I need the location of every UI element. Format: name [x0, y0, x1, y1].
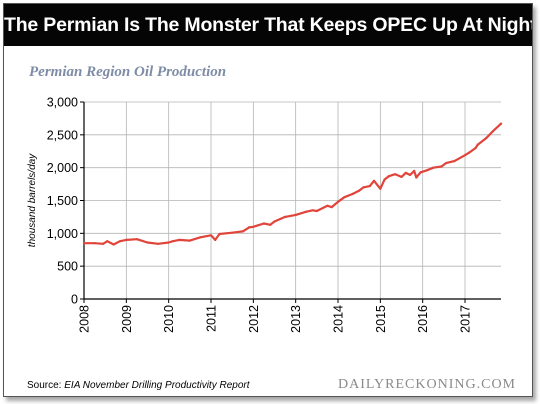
data-point	[167, 241, 170, 244]
data-point	[315, 209, 318, 213]
x-tick-label: 2012	[247, 305, 261, 333]
data-point	[214, 238, 217, 241]
data-point	[499, 122, 503, 125]
data-point	[102, 242, 105, 245]
data-point	[82, 242, 86, 245]
production-line	[82, 122, 503, 246]
data-point	[413, 169, 416, 172]
chart-title: Permian Region Oil Production	[29, 64, 227, 80]
x-tick-label: 2010	[162, 305, 176, 333]
data-point	[432, 166, 435, 169]
data-point	[468, 151, 471, 154]
data-point	[444, 162, 448, 165]
y-axis-label: thousand barrels/day	[27, 153, 38, 247]
data-point	[171, 240, 174, 243]
data-point	[218, 232, 221, 236]
y-tick-label: 2,000	[47, 161, 78, 175]
data-point	[146, 241, 149, 244]
data-point	[93, 242, 96, 245]
x-tick-label: 2008	[78, 305, 92, 333]
data-point	[336, 200, 340, 203]
data-point	[425, 169, 428, 172]
data-point	[485, 137, 488, 140]
data-point	[231, 231, 234, 234]
y-tick-label: 0	[71, 293, 78, 307]
data-point	[326, 204, 329, 207]
data-point	[178, 238, 181, 241]
data-point	[343, 196, 346, 199]
brand-wordmark: DAILYRECKONING.COM	[338, 377, 516, 392]
data-point	[125, 238, 128, 241]
data-point	[305, 210, 308, 213]
data-point	[440, 165, 443, 168]
y-tick-label: 1,000	[47, 227, 78, 241]
data-point	[474, 146, 477, 150]
data-point	[311, 209, 314, 212]
data-point	[135, 238, 138, 241]
data-point	[351, 192, 354, 195]
y-tick-label: 1,500	[47, 194, 78, 208]
x-tick-label: 2011	[205, 305, 219, 332]
chart-card: The Permian Is The Monster That Keeps OP…	[3, 3, 533, 397]
data-point	[383, 178, 386, 181]
source-prefix: Source:	[27, 380, 65, 391]
series-layer	[82, 122, 503, 246]
x-tick-label: 2009	[120, 305, 134, 333]
data-point	[394, 173, 397, 176]
data-point	[453, 160, 456, 163]
gridlines	[84, 101, 501, 299]
y-tick-label: 2,500	[47, 128, 78, 142]
x-tick-label: 2013	[289, 305, 303, 333]
data-point	[463, 154, 467, 157]
data-point	[362, 186, 365, 189]
data-point	[419, 171, 422, 174]
source-title: EIA November Drilling Productivity Repor…	[64, 380, 250, 391]
data-point	[408, 173, 412, 176]
y-tick-label: 3,000	[47, 96, 78, 110]
data-point	[294, 213, 297, 216]
data-point	[199, 236, 202, 239]
data-point	[368, 185, 371, 188]
data-point	[358, 189, 361, 192]
data-point	[330, 206, 333, 209]
source-note: Source: EIA November Drilling Productivi…	[27, 380, 250, 391]
data-point	[284, 215, 287, 218]
data-point	[241, 230, 244, 233]
headline-banner: The Permian Is The Monster That Keeps OP…	[4, 4, 532, 46]
data-point	[273, 220, 276, 223]
data-point	[379, 187, 382, 190]
data-point	[400, 175, 403, 178]
data-point	[188, 239, 191, 242]
x-tick-label: 2014	[332, 305, 346, 333]
data-point	[476, 143, 479, 146]
data-point	[252, 225, 255, 228]
x-tick-labels: 2008 2009 2010 2011 2012 2013 2014 2015 2016 2017	[78, 305, 473, 333]
data-point	[404, 171, 407, 174]
data-point	[387, 175, 390, 178]
data-point	[112, 243, 115, 246]
data-point	[372, 179, 376, 182]
data-point	[248, 226, 251, 229]
data-point	[415, 176, 418, 179]
x-tick-label: 2017	[459, 305, 473, 333]
y-tick-labels: 0 500 1,000 1,500 2,000 2,500 3,000	[47, 96, 78, 307]
axes	[80, 101, 501, 303]
data-point	[157, 242, 160, 245]
data-point	[118, 240, 122, 243]
x-tick-label: 2016	[416, 305, 430, 333]
data-point	[106, 240, 109, 243]
data-point	[491, 130, 494, 133]
data-point	[262, 222, 265, 225]
x-tick-label: 2015	[374, 305, 388, 333]
data-point	[269, 223, 272, 226]
y-tick-label: 500	[57, 260, 78, 274]
data-point	[209, 234, 213, 237]
